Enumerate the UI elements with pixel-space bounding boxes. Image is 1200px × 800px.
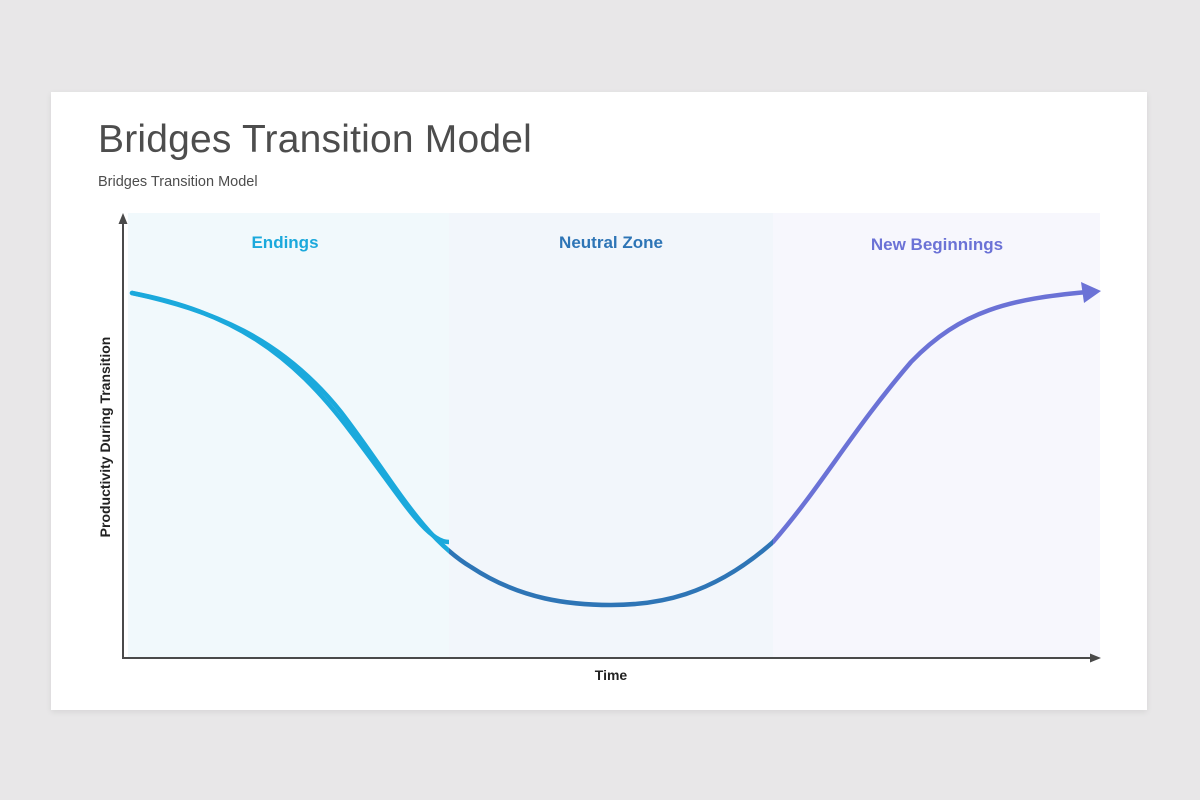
productivity-curve xyxy=(129,282,1101,608)
slide-card: Bridges Transition Model Bridges Transit… xyxy=(51,92,1147,710)
slide-subtitle: Bridges Transition Model xyxy=(98,174,258,190)
transition-chart: Endings Neutral Zone New Beginnings Prod… xyxy=(97,213,1101,683)
zone-neutral-bg xyxy=(449,213,773,658)
y-axis-label: Productivity During Transition xyxy=(97,337,113,538)
slide-title: Bridges Transition Model xyxy=(98,118,533,161)
zone-endings-bg xyxy=(128,213,449,658)
curve-arrowhead-icon xyxy=(1081,282,1101,303)
zone-new-beginnings-bg xyxy=(773,213,1100,658)
zone-label-new-beginnings: New Beginnings xyxy=(871,235,1003,254)
zone-label-neutral: Neutral Zone xyxy=(559,233,663,252)
y-axis xyxy=(118,213,128,658)
x-axis-arrow-icon xyxy=(1090,653,1101,663)
x-axis xyxy=(122,653,1101,663)
zone-label-endings: Endings xyxy=(251,233,318,252)
y-axis-arrow-icon xyxy=(118,213,128,224)
x-axis-label: Time xyxy=(595,667,628,683)
